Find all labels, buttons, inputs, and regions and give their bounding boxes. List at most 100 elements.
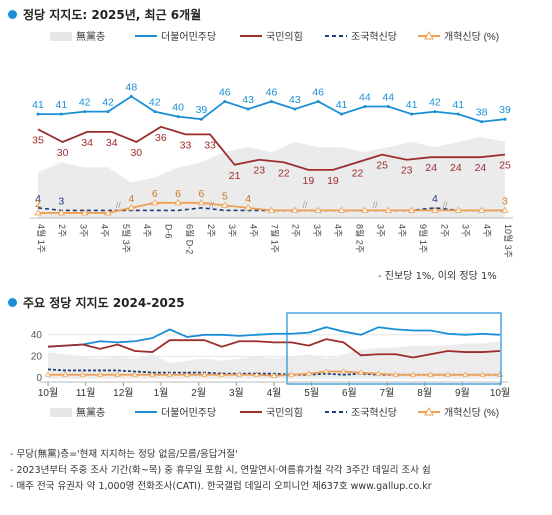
data-point-reform [221, 201, 229, 208]
data-point-democratic [363, 105, 367, 109]
data-label-ppp: 19 [303, 175, 315, 187]
x-tick-label: 2주 [291, 224, 301, 237]
legend-label: 개혁신당 (%) [444, 31, 499, 43]
legend-item: 더불어민주당 [135, 31, 216, 43]
data-point-democratic [199, 117, 203, 121]
data-label-democratic: 41 [452, 99, 464, 111]
data-label-ppp: 33 [180, 139, 192, 151]
data-label-democratic: 42 [102, 97, 114, 109]
data-label-democratic: 43 [242, 94, 254, 106]
x-tick-label: 10월 3주 [503, 224, 514, 258]
data-point-democratic [433, 110, 437, 114]
x-tick-label: 8월 2주 [354, 224, 365, 253]
data-point-reform [244, 204, 252, 211]
data-point-reform [407, 206, 416, 213]
data-label-ppp: 30 [57, 147, 69, 159]
data-point-reform [479, 371, 486, 377]
data-label-democratic: 43 [289, 94, 301, 106]
data-label-democratic: 48 [126, 81, 138, 93]
x-tick-label: 5월 [304, 387, 319, 399]
data-point-reform [357, 369, 365, 375]
legend-item: 無黨층 [50, 406, 105, 419]
data-point-reform [80, 209, 89, 216]
triangle-marker-icon [424, 30, 434, 40]
highlight-box [286, 312, 502, 385]
data-point-democratic [410, 112, 414, 116]
x-tick-label: 10월 [490, 387, 510, 399]
data-point-democratic [316, 99, 320, 103]
x-tick-label: 3주 [376, 224, 386, 237]
data-point-reform [166, 371, 173, 377]
data-point-reform [253, 371, 260, 377]
chart-2024-2025: 0 20 40 10월 11월 12월 1월 2월 3월 4월 5월 6월 7월 8월 9월 10월 無黨층 더불… [31, 312, 510, 419]
data-label-democratic: 38 [476, 107, 488, 119]
data-label-rebuilding: 3 [58, 195, 64, 207]
footnote-method: - 매주 전국 유권자 약 1,000명 전화조사(CATI). 한국갤럽 데일… [10, 481, 432, 492]
bullet-dot-icon [8, 298, 17, 307]
legend-swatch-area [50, 32, 72, 41]
data-point-reform [427, 371, 434, 377]
data-label-ppp: 22 [278, 167, 290, 179]
legend-item: 더불어민주당 [135, 407, 216, 419]
data-label-reform: 5 [222, 190, 228, 202]
data-point-reform [218, 371, 225, 377]
x-tick-label: 4주 [100, 224, 110, 237]
data-point-reform [288, 371, 295, 377]
data-label-reform: 6 [199, 188, 205, 200]
x-tick-label: 4주 [482, 224, 492, 237]
data-point-reform [267, 206, 276, 213]
data-point-reform [314, 206, 322, 213]
data-point-reform [444, 371, 451, 377]
data-point-reform [384, 206, 392, 213]
x-tick-label: 4월 1주 [36, 224, 47, 253]
x-tick-label: 9월 [455, 387, 470, 399]
legend-item: 개혁신당 (%) [418, 406, 499, 419]
series-line-ppp [37, 125, 506, 171]
data-label-ppp: 24 [475, 162, 487, 174]
data-point-reform [409, 371, 417, 377]
data-label-ppp: 24 [425, 162, 437, 174]
x-tick-label: 3주 [78, 224, 88, 237]
data-point-democratic [246, 107, 250, 111]
chart-recent-6months: 無黨층 더불어민주당 국민의힘 조국혁신당 개혁신당 (%)//////////41 41… [30, 30, 514, 258]
legend-item: 국민의힘 [240, 31, 303, 43]
data-label-ppp: 21 [229, 170, 241, 182]
axis-break-icon: // [209, 200, 215, 210]
data-label-ppp: 34 [106, 137, 118, 149]
y-tick-label: 40 [31, 330, 43, 341]
footnote-schedule: - 2023년부터 주중 조사 기간(화~목) 중 휴무일 포함 시, 연말연시… [10, 465, 431, 476]
y-tick-label: 0 [36, 373, 42, 384]
side-footnote: - 진보당 1%, 이외 정당 1% [378, 271, 497, 282]
data-point-reform [201, 371, 208, 377]
data-label-ppp: 36 [155, 132, 167, 144]
x-tick-label: 5월 3주 [121, 224, 132, 253]
x-tick-label: 6월 [342, 387, 357, 399]
data-point-reform [431, 206, 439, 213]
data-label-reform: 6 [152, 188, 158, 200]
data-label-democratic: 46 [219, 86, 231, 98]
legend-item: 개혁신당 (%) [418, 30, 499, 43]
data-point-reform [501, 206, 509, 213]
data-point-democratic [340, 112, 344, 116]
section2-title: 주요 정당 지지도 2024-2025 [8, 294, 185, 311]
x-tick-label: 7월 [380, 387, 395, 399]
data-point-reform [174, 199, 182, 206]
data-point-reform [197, 199, 206, 206]
axis-break-icon: // [373, 200, 379, 210]
data-label-ppp: 23 [401, 165, 413, 177]
data-point-democratic [36, 112, 40, 116]
data-point-democratic [270, 99, 273, 103]
data-point-democratic [456, 112, 460, 116]
data-point-democratic [503, 117, 507, 121]
x-tick-label: 3주 [227, 224, 237, 237]
data-label-democratic: 41 [56, 99, 68, 111]
data-label-democratic: 44 [382, 92, 394, 104]
data-point-reform [305, 370, 312, 376]
data-point-reform [270, 372, 278, 378]
series-line-ppp [47, 338, 501, 359]
data-point-reform [236, 371, 243, 377]
x-tick-label: 6월 D-2 [185, 224, 196, 254]
data-point-reform [34, 209, 42, 216]
data-point-democratic [129, 94, 133, 98]
data-point-reform [375, 370, 382, 376]
